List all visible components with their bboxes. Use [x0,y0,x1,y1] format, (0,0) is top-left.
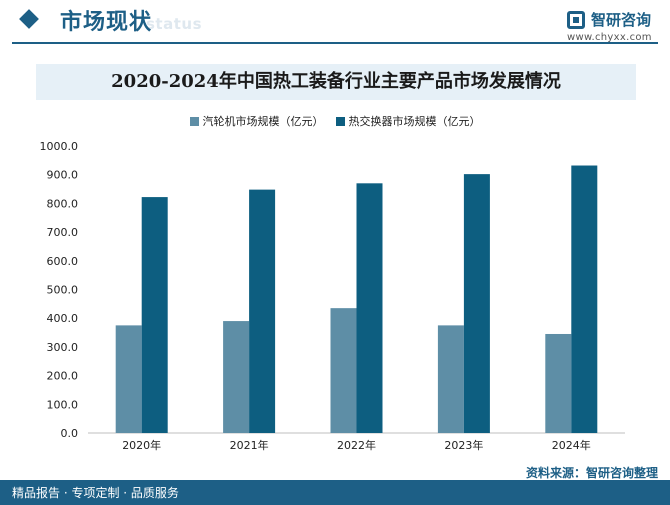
y-tick-label: 200.0 [47,370,79,383]
x-tick-label: 2022年 [337,438,376,452]
header: status 市场现状 智研咨询 www.chyxx.com [0,0,670,46]
source-note: 资料来源：智研咨询整理 [525,466,658,480]
x-tick-label: 2024年 [552,438,591,452]
bar-series-2 [141,197,168,433]
bar-series-1 [223,321,250,433]
chart-title: 2020-2024年中国热工装备行业主要产品市场发展情况 [111,71,561,92]
bar-series-2 [356,183,383,433]
bar-series-2 [463,174,490,433]
bar-series-2 [249,189,276,433]
brand-name: 智研咨询 [591,11,652,29]
legend-swatch-series-2 [335,116,345,126]
x-tick-label: 2020年 [122,438,161,452]
footer-slogan: 精品报告 · 专项定制 · 品质服务 [12,486,179,500]
y-tick-label: 700.0 [47,226,79,239]
brand-url: www.chyxx.com [567,32,652,43]
footer: 资料来源：智研咨询整理 精品报告 · 专项定制 · 品质服务 [0,466,670,505]
chart-title-band: 2020-2024年中国热工装备行业主要产品市场发展情况 [36,64,636,100]
y-tick-label: 1000.0 [40,140,79,153]
legend-item-series-2: 热交换器市场规模（亿元） [335,112,481,130]
legend-label-series-2: 热交换器市场规模（亿元） [348,115,481,128]
logo-icon [567,11,585,29]
y-tick-label: 100.0 [47,398,79,411]
header-title: 市场现状 [60,10,153,35]
header-ghost-text: status [146,15,202,33]
legend-label-series-1: 汽轮机市场规模（亿元） [202,115,324,128]
y-tick-label: 0.0 [61,427,79,440]
y-tick-label: 800.0 [47,197,79,210]
y-tick-label: 400.0 [47,312,79,325]
header-divider [12,42,658,44]
bar-series-1 [330,308,357,433]
legend-item-series-1: 汽轮机市场规模（亿元） [189,112,324,130]
brand-logo: 智研咨询 www.chyxx.com [567,9,667,43]
y-tick-label: 900.0 [47,169,79,182]
bar-series-1 [115,325,142,433]
chart-legend: 汽轮机市场规模（亿元） 热交换器市场规模（亿元） [0,112,670,130]
bar-chart-plot: 0.0 100.0 200.0 300.0 400.0 500.0 600.0 700.0 80… [40,140,625,452]
bar-series-1 [437,325,464,433]
y-tick-label: 500.0 [47,284,79,297]
x-tick-label: 2023年 [444,438,483,452]
y-tick-label: 300.0 [47,341,79,354]
legend-swatch-series-1 [189,116,199,126]
y-tick-label: 600.0 [47,255,79,268]
bar-series-2 [571,165,598,434]
x-tick-label: 2021年 [230,438,269,452]
bar-series-1 [545,333,572,433]
